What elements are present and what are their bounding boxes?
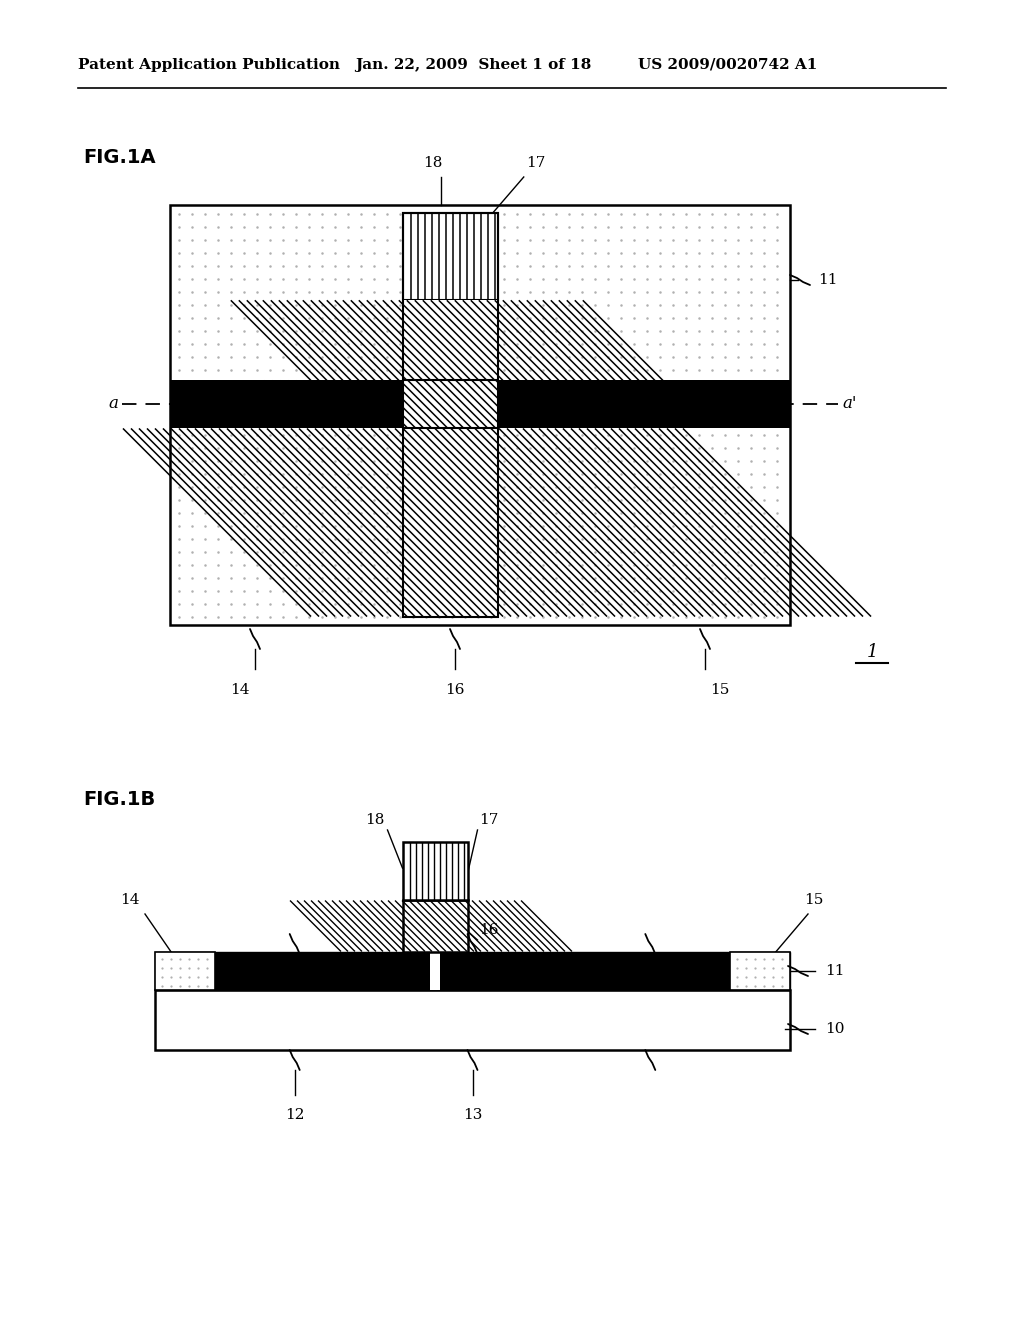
Text: Patent Application Publication: Patent Application Publication — [78, 58, 340, 73]
Bar — [730, 952, 790, 990]
Bar — [402, 380, 498, 428]
Text: 15: 15 — [711, 682, 730, 697]
Text: 17: 17 — [479, 813, 499, 828]
Bar — [402, 428, 498, 616]
Text: US 2009/0020742 A1: US 2009/0020742 A1 — [638, 58, 817, 73]
Text: 11: 11 — [818, 273, 838, 286]
Bar — [170, 205, 790, 624]
Text: 17: 17 — [525, 156, 545, 170]
Text: Jan. 22, 2009  Sheet 1 of 18: Jan. 22, 2009 Sheet 1 of 18 — [355, 58, 592, 73]
Text: a': a' — [842, 396, 856, 412]
Text: FIG.1A: FIG.1A — [83, 148, 156, 168]
Text: 18: 18 — [423, 156, 442, 170]
Text: FIG.1B: FIG.1B — [83, 789, 156, 809]
Text: 12: 12 — [285, 1107, 304, 1122]
Bar — [498, 380, 790, 428]
Text: 14: 14 — [230, 682, 250, 697]
Text: 11: 11 — [825, 964, 845, 978]
Bar — [170, 380, 790, 428]
Bar — [402, 842, 468, 900]
Bar — [430, 952, 440, 990]
Text: 10: 10 — [825, 1022, 845, 1036]
Bar — [155, 952, 790, 990]
Text: a: a — [109, 396, 118, 412]
Text: 15: 15 — [804, 894, 823, 907]
Bar — [155, 952, 215, 990]
Bar — [155, 990, 790, 1049]
Text: 18: 18 — [366, 813, 384, 828]
Text: 13: 13 — [463, 1107, 482, 1122]
Bar — [402, 300, 498, 380]
Text: 16: 16 — [479, 923, 499, 937]
Bar — [170, 380, 402, 428]
Bar — [402, 213, 498, 380]
Text: 1: 1 — [866, 643, 878, 661]
Bar — [402, 213, 498, 300]
Text: 16: 16 — [445, 682, 465, 697]
Text: 14: 14 — [121, 894, 140, 907]
Bar — [402, 900, 468, 952]
